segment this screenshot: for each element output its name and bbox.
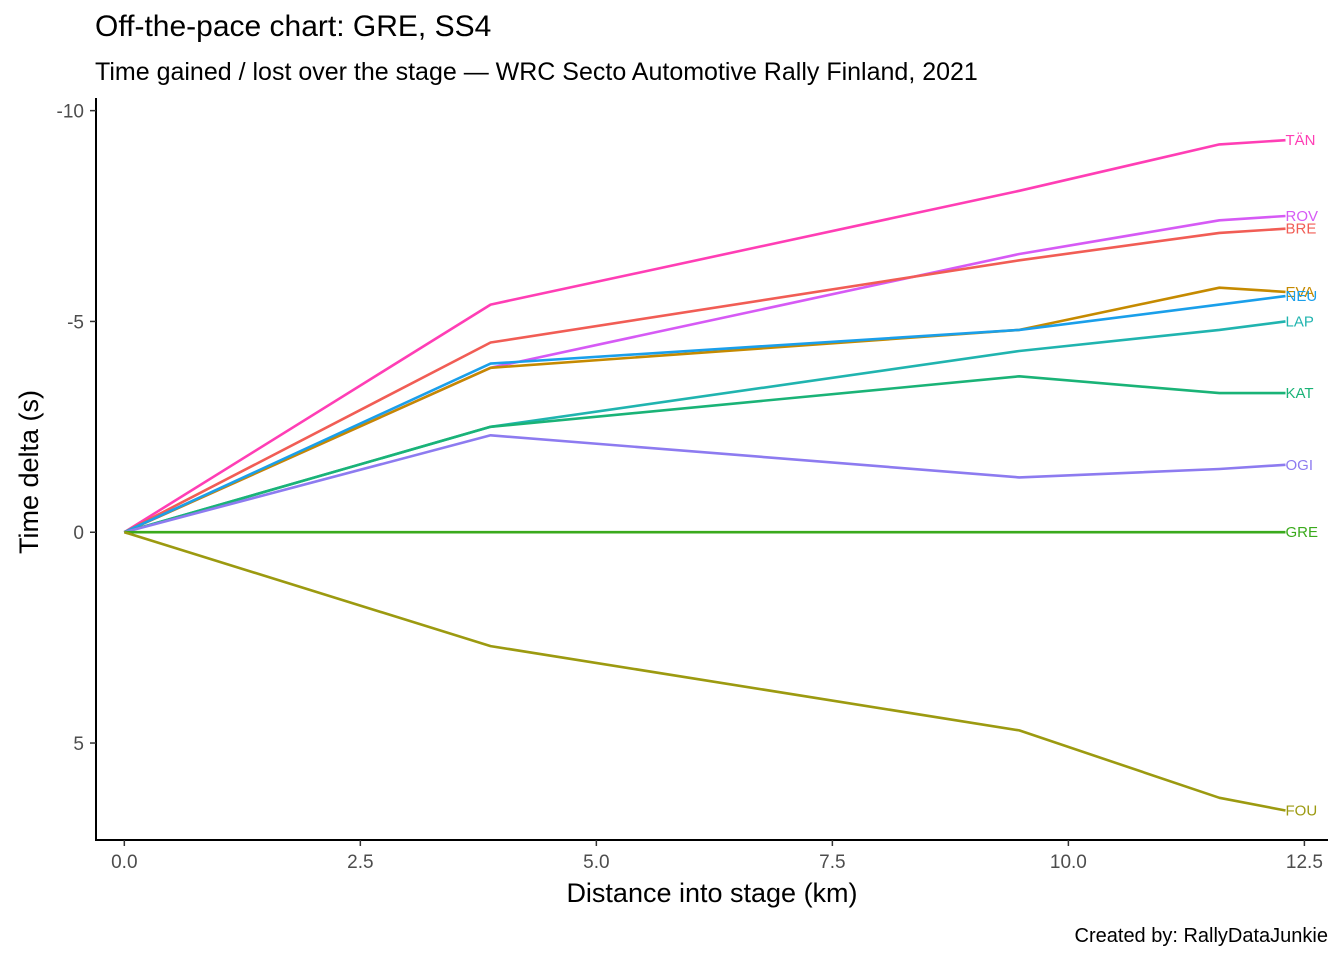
- series-line-TÄN: [123, 138, 1286, 534]
- y-tick-label: -10: [57, 102, 84, 123]
- series-line-BRE: [123, 227, 1286, 534]
- x-tick-label: 12.5: [1286, 852, 1323, 873]
- chart-caption: Created by: RallyDataJunkie: [1074, 925, 1328, 947]
- series-line-ROV: [123, 214, 1286, 534]
- series-end-label-ROV: ROV: [1286, 208, 1319, 225]
- chart-subtitle: Time gained / lost over the stage — WRC …: [95, 58, 978, 86]
- y-tick-label: 0: [73, 523, 84, 544]
- y-tick-label: -5: [67, 312, 84, 333]
- series-line-NEU: [123, 294, 1286, 534]
- series-end-label-KAT: KAT: [1286, 385, 1314, 402]
- y-axis-label: Time delta (s): [14, 390, 44, 554]
- series-end-label-NEU: NEU: [1286, 288, 1318, 305]
- series-end-label-GRE: GRE: [1286, 524, 1319, 541]
- x-tick-label: 5.0: [583, 852, 609, 873]
- chart-title: Off-the-pace chart: GRE, SS4: [95, 10, 492, 43]
- series-line-KAT: [123, 374, 1286, 534]
- x-tick-label: 0.0: [111, 852, 137, 873]
- x-tick-label: 7.5: [819, 852, 845, 873]
- series-line-FOU: [123, 530, 1286, 812]
- series-end-label-TÄN: TÄN: [1286, 132, 1316, 149]
- series-end-label-LAP: LAP: [1286, 313, 1314, 330]
- series-end-label-EVA: EVA: [1286, 284, 1315, 301]
- x-tick-label: 10.0: [1050, 852, 1087, 873]
- series-line-OGI: [123, 433, 1286, 534]
- series-end-label-BRE: BRE: [1286, 221, 1317, 238]
- y-tick-label: 5: [73, 734, 84, 755]
- series-end-label-FOU: FOU: [1286, 802, 1318, 819]
- series-end-label-OGI: OGI: [1286, 457, 1314, 474]
- series-line-EVA: [123, 286, 1286, 534]
- x-tick-label: 2.5: [347, 852, 373, 873]
- x-axis-label: Distance into stage (km): [566, 878, 857, 908]
